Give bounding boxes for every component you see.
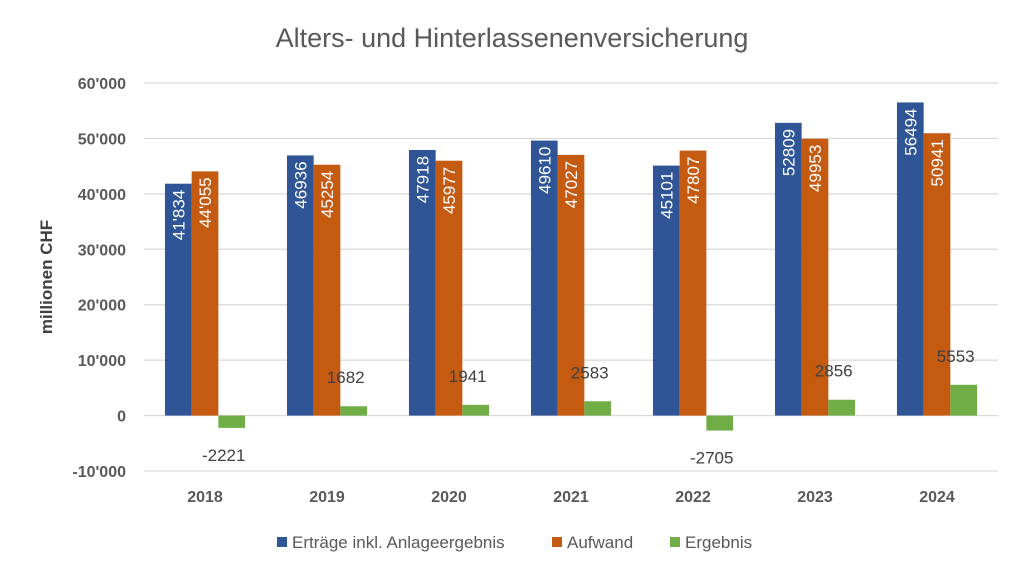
bar-ergebnis-2024 bbox=[950, 384, 978, 416]
bar-ergebnis-2019 bbox=[340, 406, 368, 416]
data-label: 45254 bbox=[318, 171, 337, 218]
bar-aufwand-2020 bbox=[435, 160, 463, 416]
y-axis-label: millionen CHF bbox=[37, 220, 56, 334]
legend-swatch bbox=[277, 537, 287, 547]
data-label: -2705 bbox=[690, 449, 733, 468]
x-tick-label: 2024 bbox=[919, 489, 955, 506]
data-label: 1682 bbox=[327, 368, 365, 387]
x-tick-label: 2020 bbox=[431, 489, 467, 506]
bar-ertr-ge-inkl-anlageergebnis-2018 bbox=[164, 183, 192, 416]
bar-ergebnis-2021 bbox=[584, 401, 612, 416]
legend-label: Aufwand bbox=[567, 533, 633, 552]
data-label: 2583 bbox=[571, 363, 609, 382]
bar-ertr-ge-inkl-anlageergebnis-2021 bbox=[530, 140, 558, 416]
data-label: 47027 bbox=[562, 161, 581, 208]
x-tick-label: 2018 bbox=[187, 489, 223, 506]
data-label: 52809 bbox=[779, 129, 798, 176]
data-label: 5553 bbox=[937, 347, 975, 366]
y-tick-label: 60'000 bbox=[78, 76, 126, 93]
bar-ergebnis-2020 bbox=[462, 404, 490, 416]
bar-aufwand-2024 bbox=[923, 133, 951, 416]
chart-title: Alters- und Hinterlassenenversicherung bbox=[276, 23, 749, 53]
y-tick-label: 30'000 bbox=[78, 242, 126, 259]
data-label: 49610 bbox=[535, 147, 554, 194]
data-labels: 41'834 44'055 -2221 46936 45254 1682 47918 4597… bbox=[169, 108, 974, 467]
bar-aufwand-2023 bbox=[801, 138, 829, 416]
x-tick-label: 2019 bbox=[309, 489, 345, 506]
bar-ertr-ge-inkl-anlageergebnis-2019 bbox=[286, 155, 314, 416]
bars bbox=[164, 102, 978, 431]
data-label: 49953 bbox=[806, 145, 825, 192]
bar-ergebnis-2023 bbox=[828, 399, 856, 416]
data-label: 45977 bbox=[440, 167, 459, 214]
data-label: 41'834 bbox=[169, 190, 188, 241]
bar-aufwand-2021 bbox=[557, 154, 585, 416]
data-label: 46936 bbox=[291, 161, 310, 208]
y-tick-label: 40'000 bbox=[78, 187, 126, 204]
bar-ergebnis-2018 bbox=[218, 415, 246, 428]
bar-ergebnis-2022 bbox=[706, 415, 734, 431]
bar-aufwand-2022 bbox=[679, 150, 707, 416]
legend-label: Ergebnis bbox=[685, 533, 752, 552]
legend-swatch bbox=[670, 537, 680, 547]
y-tick-label: 10'000 bbox=[78, 353, 126, 370]
bar-ertr-ge-inkl-anlageergebnis-2022 bbox=[652, 165, 680, 416]
data-label: 47807 bbox=[684, 157, 703, 204]
y-tick-label: 20'000 bbox=[78, 298, 126, 315]
data-label: 45101 bbox=[657, 172, 676, 219]
data-label: 50941 bbox=[928, 139, 947, 186]
data-label: -2221 bbox=[202, 446, 245, 465]
y-tick-label: 0 bbox=[117, 409, 126, 426]
bar-aufwand-2018 bbox=[191, 171, 219, 416]
bar-ertr-ge-inkl-anlageergebnis-2023 bbox=[774, 122, 802, 416]
x-tick-label: 2023 bbox=[797, 489, 833, 506]
data-label: 2856 bbox=[815, 362, 853, 381]
data-label: 56494 bbox=[901, 108, 920, 155]
y-axis-ticks: -10'000 0 10'000 20'000 30'000 40'000 50'000 60… bbox=[72, 76, 126, 481]
legend: Erträge inkl. Anlageergebnis Aufwand Ergeb… bbox=[277, 533, 752, 552]
x-tick-label: 2021 bbox=[553, 489, 589, 506]
data-label: 47918 bbox=[413, 156, 432, 203]
x-axis-ticks: 2018 2019 2020 2021 2022 2023 2024 bbox=[187, 489, 955, 506]
y-tick-label: 50'000 bbox=[78, 131, 126, 148]
y-tick-label: -10'000 bbox=[72, 464, 126, 481]
legend-swatch bbox=[552, 537, 562, 547]
x-tick-label: 2022 bbox=[675, 489, 711, 506]
bar-ertr-ge-inkl-anlageergebnis-2024 bbox=[896, 102, 924, 416]
data-label: 44'055 bbox=[196, 177, 215, 228]
legend-label: Erträge inkl. Anlageergebnis bbox=[292, 533, 505, 552]
bar-aufwand-2019 bbox=[313, 164, 341, 416]
bar-ertr-ge-inkl-anlageergebnis-2020 bbox=[408, 149, 436, 416]
data-label: 1941 bbox=[449, 367, 487, 386]
